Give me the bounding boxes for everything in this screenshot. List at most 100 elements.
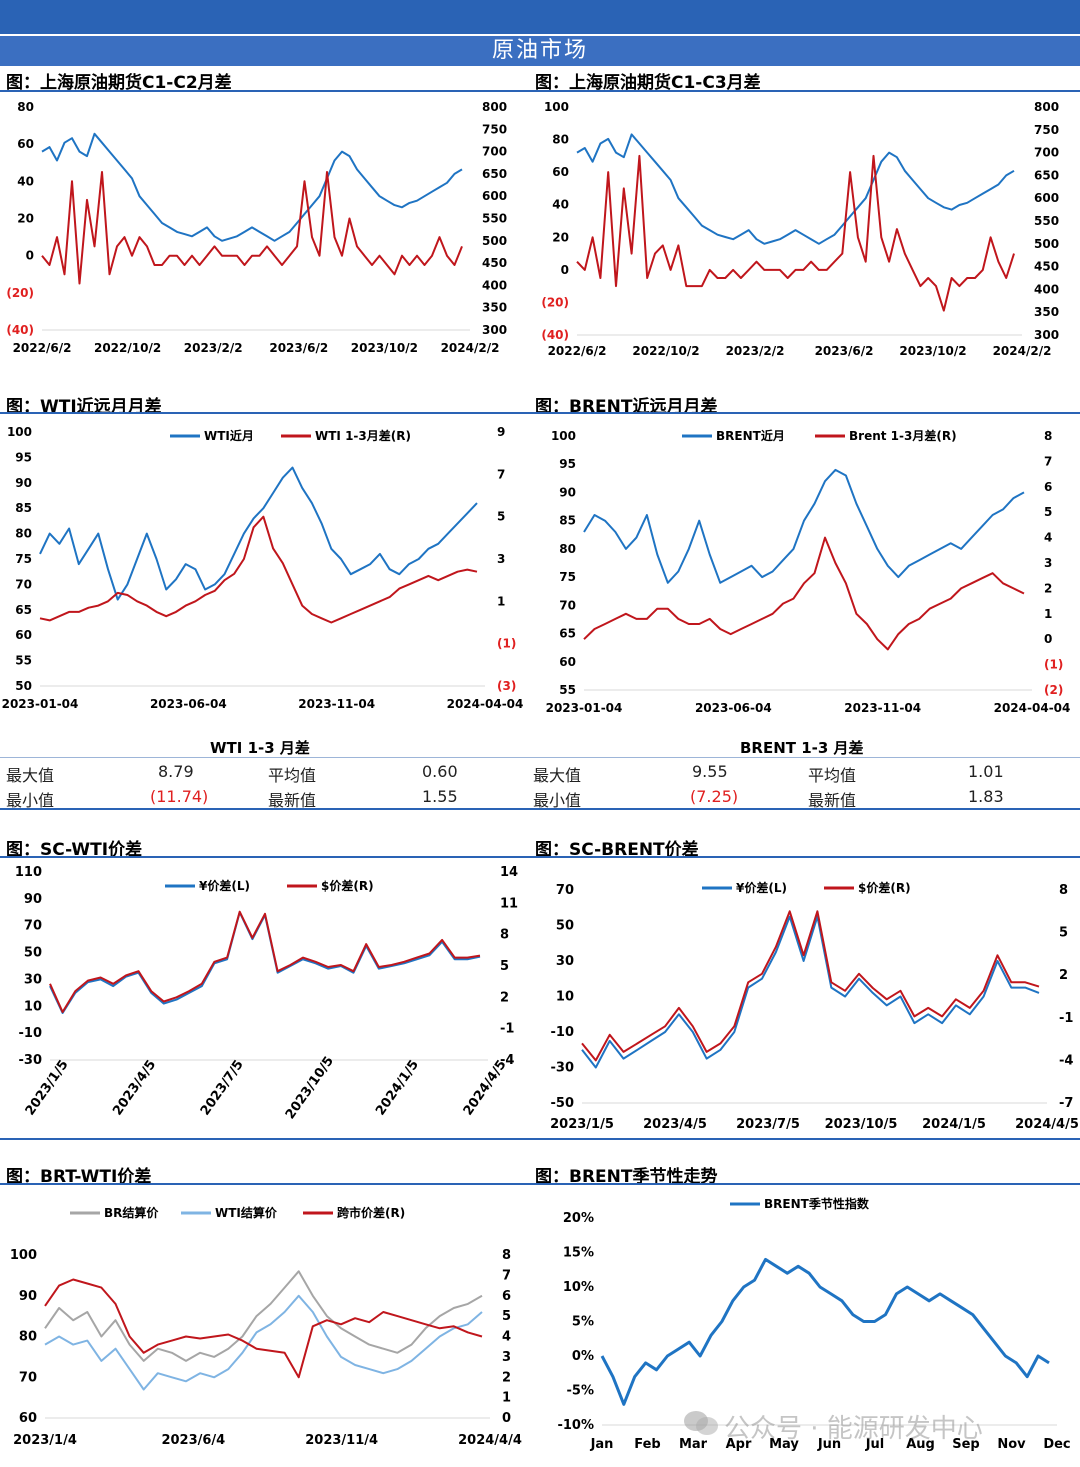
series-line-1: [600, 1257, 1050, 1406]
y2-tick-label: 7: [497, 467, 505, 481]
y2-tick-label: 5: [497, 510, 505, 524]
y-tick-label: 20: [17, 212, 34, 226]
stat-label: 平均值: [268, 766, 317, 785]
y-tick-label: 0: [26, 249, 34, 263]
y2-tick-label: 1: [497, 594, 505, 608]
y-tick-label: -10%: [557, 1418, 594, 1433]
y-tick-label: 80: [559, 542, 576, 556]
panel-title-brtwti: 图：BRT-WTI价差: [6, 1167, 152, 1187]
y-tick-label: 30: [556, 954, 574, 969]
x-tick-label: 2023-01-04: [546, 701, 623, 715]
x-tick-label: May: [769, 1437, 799, 1452]
stat-value: 1.01: [968, 762, 1004, 781]
y-tick-label: 15%: [563, 1246, 594, 1261]
x-tick-label: 2024/4/5: [461, 1058, 510, 1119]
stat-value: (11.74): [150, 787, 209, 806]
y2-tick-label: -4: [500, 1053, 514, 1068]
y2-tick-label: 350: [1034, 305, 1059, 319]
y2-tick-label: 500: [1034, 237, 1059, 251]
x-tick-label: Mar: [679, 1437, 708, 1452]
x-tick-label: 2023/10/5: [283, 1054, 337, 1122]
divider: [0, 808, 1080, 810]
y-tick-label: 110: [15, 865, 42, 880]
stat-label: 最新值: [268, 791, 317, 810]
y2-tick-label: -1: [1059, 1011, 1073, 1026]
legend-label: BRENT季节性指数: [764, 1196, 870, 1211]
legend-label: WTI近月: [204, 428, 254, 443]
y2-tick-label: 1: [502, 1391, 511, 1406]
legend-label: BRENT近月: [716, 428, 785, 443]
y-tick-label: 60: [15, 628, 32, 642]
chart-brent: 100959085807570656055876543210(1)(2)2023…: [546, 428, 1071, 715]
y2-tick-label: 450: [1034, 260, 1059, 274]
y-tick-label: 95: [15, 450, 32, 464]
x-tick-label: 2024-04-04: [447, 697, 524, 711]
y2-tick-label: 0: [1044, 632, 1052, 646]
divider: [0, 1183, 1080, 1185]
x-tick-label: 2023/4/5: [110, 1058, 159, 1119]
y2-tick-label: 9: [497, 425, 505, 439]
x-tick-label: 2024/4/5: [1015, 1117, 1079, 1132]
x-tick-label: 2024/2/2: [993, 344, 1052, 358]
x-tick-label: 2023/7/5: [736, 1117, 800, 1132]
x-tick-label: Apr: [726, 1437, 752, 1452]
y2-tick-label: -7: [1059, 1096, 1073, 1111]
y2-tick-label: 2: [500, 990, 509, 1005]
x-tick-label: Sep: [952, 1437, 980, 1452]
y-tick-label: 90: [24, 892, 42, 907]
stat-label: 最大值: [6, 766, 55, 785]
chart-sc12: 80 60 40 20 0 (20) (40) 800 750 700 650 600 550 500 45…: [6, 100, 507, 355]
y-tick-label: 70: [559, 598, 576, 612]
legend-label: WTI结算价: [215, 1205, 278, 1220]
y2-tick-label: 300: [1034, 328, 1059, 342]
y2-tick-label: 700: [482, 145, 507, 159]
y-tick-label: -5%: [567, 1384, 594, 1399]
stat-value: 8.79: [158, 762, 194, 781]
y-tick-label: (20): [541, 295, 569, 309]
y-tick-label: 40: [17, 174, 34, 188]
y-tick-label: 30: [24, 972, 42, 987]
y2-tick-label: 3: [502, 1350, 511, 1365]
y2-tick-label: 1: [1044, 607, 1052, 621]
y2-tick-label: 2: [1059, 968, 1068, 983]
series-line-2: [49, 910, 481, 1013]
series-line-1: [49, 911, 481, 1014]
stat-value: (7.25): [690, 787, 739, 806]
y2-tick-label: 650: [482, 167, 507, 181]
series-line-2: [44, 1294, 483, 1391]
divider: [0, 1138, 1080, 1140]
y-tick-label: 75: [15, 552, 32, 566]
y2-tick-label: 8: [1044, 429, 1052, 443]
y-tick-label: 50: [556, 919, 574, 934]
x-tick-label: 2024/1/5: [373, 1058, 422, 1119]
y-tick-label: 5%: [572, 1315, 594, 1330]
y2-tick-label: 8: [500, 928, 509, 943]
y2-tick-label: 600: [482, 189, 507, 203]
y2-tick-label: (3): [497, 679, 516, 693]
x-tick-label: 2023/4/5: [643, 1117, 707, 1132]
y-tick-label: 100: [544, 100, 569, 114]
chart-brtwti: 100 90 80 70 60 8 7 6 5 4 3 2 1 0 2023/1/4 2023/6/4 2023…: [10, 1205, 522, 1448]
x-tick-label: Feb: [634, 1437, 660, 1452]
legend-label: WTI 1-3月差(R): [315, 428, 411, 443]
x-tick-label: 2023/6/4: [161, 1433, 225, 1448]
y2-tick-label: 450: [482, 256, 507, 270]
chart-scbrent: 70 50 30 10 -10 -30 -50 8 5 2 -1 -4 -7 2023/1/5 2023/4…: [550, 880, 1079, 1132]
y-tick-label: 80: [552, 133, 569, 147]
y2-tick-label: 5: [500, 959, 509, 974]
x-tick-label: Jan: [590, 1437, 614, 1452]
y2-tick-label: (2): [1044, 683, 1063, 697]
panel-title-scwti: 图：SC-WTI价差: [6, 840, 143, 860]
series-line-2: [581, 910, 1040, 1062]
x-tick-label: 2023/11/4: [305, 1433, 378, 1448]
y2-tick-label: (1): [1044, 658, 1063, 672]
y2-tick-label: 650: [1034, 168, 1059, 182]
y-tick-label: 70: [19, 1370, 37, 1385]
stats-title-wti: WTI 1-3 月差: [210, 739, 310, 757]
y-tick-label: 100: [551, 429, 576, 443]
x-tick-label: 2023-06-04: [150, 697, 227, 711]
x-tick-label: 2023/1/4: [13, 1433, 77, 1448]
y-tick-label: 55: [559, 683, 576, 697]
x-tick-label: 2024/4/4: [458, 1433, 522, 1448]
